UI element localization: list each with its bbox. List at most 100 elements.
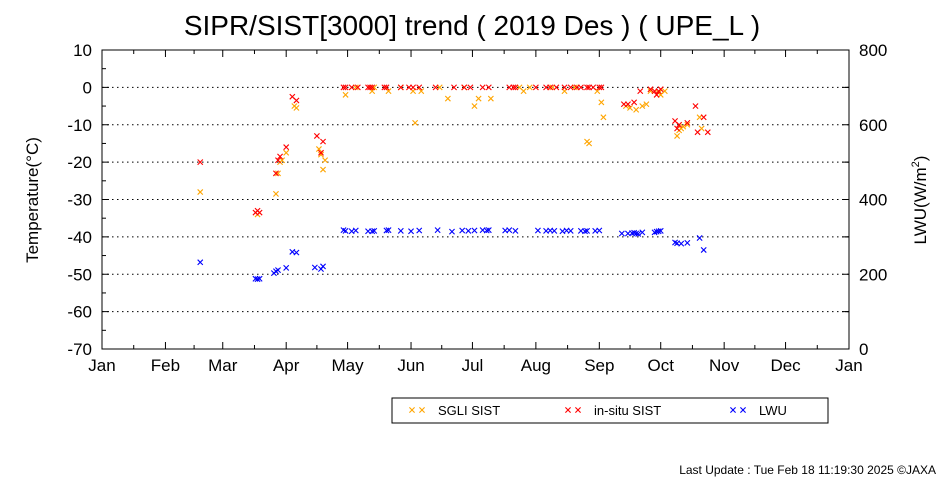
y-axis-left: 10 0 -10 -20 -30 -40 -50 -60 -70 xyxy=(67,41,849,359)
lwu-point xyxy=(700,246,707,253)
x-tick-label: May xyxy=(332,356,365,375)
grid-lines xyxy=(102,86,849,313)
in-situ-sist-point xyxy=(467,84,474,91)
in-situ-sist-point xyxy=(596,84,603,91)
lwu-point xyxy=(512,227,519,234)
in-situ-sist-point xyxy=(277,153,284,160)
lwu-point xyxy=(551,227,558,234)
in-situ-sist-point xyxy=(451,84,457,91)
lwu-point xyxy=(311,264,318,271)
lwu-point xyxy=(197,259,204,266)
lwu-point xyxy=(448,228,455,235)
lwu-point xyxy=(639,229,646,236)
y2-tick-label: 200 xyxy=(859,265,887,284)
lwu-point xyxy=(256,275,263,282)
legend-marker-in-situ-sist xyxy=(565,407,571,413)
in-situ-sist-point xyxy=(567,84,574,91)
sgli-sist-point xyxy=(475,95,482,102)
sgli-sist-point xyxy=(600,114,607,121)
x-tick-label: Dec xyxy=(770,356,801,375)
y-tick-label: -10 xyxy=(67,116,92,135)
y-tick-label: 10 xyxy=(73,41,92,60)
lwu-point xyxy=(408,228,415,235)
in-situ-sist-point xyxy=(584,84,591,91)
lwu-point xyxy=(596,227,603,234)
lwu-point xyxy=(434,227,441,234)
in-situ-sist-point xyxy=(590,84,597,91)
last-update-text: Last Update : Tue Feb 18 11:19:30 2025 ©… xyxy=(679,463,936,477)
lwu-point xyxy=(459,227,466,234)
in-situ-sist-point xyxy=(313,132,320,139)
lwu-point xyxy=(696,235,703,241)
lwu-point xyxy=(655,228,662,235)
sgli-sist-point xyxy=(633,106,640,113)
in-situ-sist-point xyxy=(416,84,423,91)
in-situ-sist-point xyxy=(381,84,388,91)
y-tick-label: -30 xyxy=(67,191,92,210)
y-axis-label: Temperature(°C) xyxy=(23,137,42,263)
in-situ-sist-point xyxy=(272,170,279,177)
in-situ-sist-point xyxy=(367,84,374,91)
in-situ-sist-point xyxy=(256,209,263,216)
in-situ-sist-point xyxy=(694,129,701,136)
in-situ-sist-point xyxy=(674,125,681,132)
x-tick-label: Oct xyxy=(647,356,674,375)
in-situ-sist-point xyxy=(340,84,347,91)
lwu-point xyxy=(678,240,685,247)
sgli-sist-point xyxy=(418,88,425,95)
in-situ-sist-point xyxy=(479,84,486,91)
in-situ-sist-point xyxy=(676,121,683,128)
y2-axis-label-sup: 2 xyxy=(910,161,922,167)
y2-tick-label: 600 xyxy=(859,116,887,135)
y-tick-label: -20 xyxy=(67,153,92,172)
in-situ-sist-point xyxy=(432,84,439,91)
sgli-sist-point xyxy=(471,103,478,110)
in-situ-sist-point xyxy=(637,88,644,95)
in-situ-sist-point xyxy=(354,84,361,91)
in-situ-sist-point xyxy=(348,84,355,91)
lwu-point xyxy=(483,227,490,234)
y-tick-label: 0 xyxy=(83,78,92,97)
in-situ-sist-point xyxy=(485,84,492,91)
sgli-sist-point xyxy=(275,170,281,177)
legend-label-sgli-sist: SGLI SIST xyxy=(438,403,500,418)
legend-label-lwu: LWU xyxy=(759,403,787,418)
sgli-sist-point xyxy=(487,95,494,102)
x-tick-label: Jan xyxy=(88,356,115,375)
lwu-point xyxy=(320,263,327,270)
data-points xyxy=(197,84,711,283)
lwu-point xyxy=(385,227,392,234)
in-situ-sist-point xyxy=(624,101,631,108)
lwu-point xyxy=(684,239,691,246)
in-situ-sist-point xyxy=(598,84,605,91)
lwu-point xyxy=(657,227,664,234)
in-situ-sist-point xyxy=(704,129,711,136)
legend-marker-lwu xyxy=(740,407,746,413)
sgli-sist-point xyxy=(520,88,527,95)
lwu-point xyxy=(582,228,588,235)
in-situ-sist-point xyxy=(293,97,300,104)
in-situ-sist-point xyxy=(512,84,519,91)
in-situ-sist-point xyxy=(553,84,560,91)
chart-title: SIPR/SIST[3000] trend ( 2019 Des ) ( UPE… xyxy=(184,10,760,41)
lwu-point xyxy=(352,227,359,234)
in-situ-sist-point xyxy=(410,84,417,91)
x-tick-label: Aug xyxy=(521,356,551,375)
lwu-point xyxy=(369,228,376,235)
sgli-sist-point xyxy=(412,119,419,126)
in-situ-sist-point xyxy=(647,86,654,93)
y-tick-label: -40 xyxy=(67,228,92,247)
in-situ-sist-point xyxy=(510,84,517,91)
sgli-sist-point xyxy=(586,140,593,147)
x-tick-label: Feb xyxy=(151,356,180,375)
y2-tick-label: 800 xyxy=(859,41,887,60)
in-situ-sist-point xyxy=(275,157,281,164)
sgli-sist-point xyxy=(342,91,349,98)
sgli-sist-point xyxy=(320,166,327,173)
x-tick-label: Mar xyxy=(208,356,238,375)
in-situ-sist-point xyxy=(631,99,638,106)
lwu-point xyxy=(465,227,472,234)
lwu-point xyxy=(534,227,541,234)
lwu-point xyxy=(506,227,513,234)
